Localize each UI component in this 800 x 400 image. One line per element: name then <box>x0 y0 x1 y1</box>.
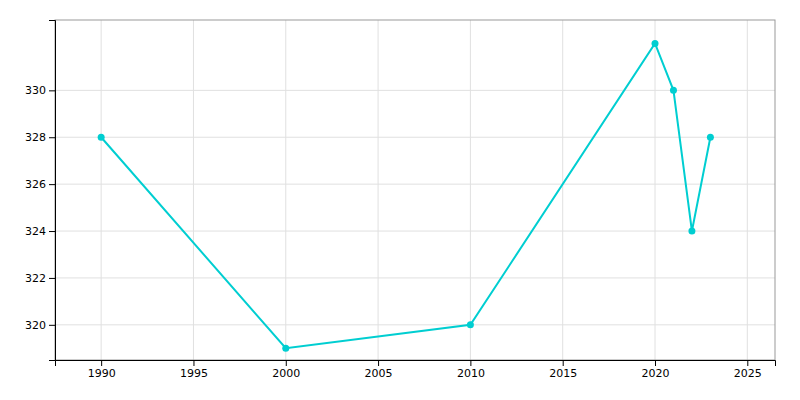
grid <box>55 20 775 360</box>
y-axis: 320 322 324 326 328 330 <box>25 21 56 361</box>
grid-line <box>747 20 748 360</box>
tick-label: 2010 <box>457 367 485 380</box>
tick: 2020 <box>642 360 670 380</box>
tick-mark <box>101 360 102 366</box>
plot-frame <box>55 20 775 360</box>
tick: 2005 <box>365 360 393 380</box>
tick-mark <box>655 360 656 366</box>
tick-mark <box>49 231 55 232</box>
x-axis: 1990 1995 2000 2005 2010 2015 2020 2025 <box>56 360 776 380</box>
grid-line <box>470 20 471 360</box>
tick: 1990 <box>88 360 116 380</box>
grid-line <box>55 90 775 91</box>
grid-line <box>562 20 563 360</box>
grid-line <box>55 184 775 185</box>
tick: 2015 <box>549 360 577 380</box>
tick-label: 2025 <box>734 367 762 380</box>
series <box>98 40 714 352</box>
tick-mark <box>49 90 55 91</box>
tick-label: 322 <box>25 272 46 285</box>
point <box>688 228 695 235</box>
tick-mark <box>49 137 55 138</box>
grid-line <box>55 231 775 232</box>
tick-mark <box>49 184 55 185</box>
grid-line <box>55 137 775 138</box>
grid-line <box>285 20 286 360</box>
tick-mark <box>378 360 379 366</box>
tick-label: 1990 <box>88 367 116 380</box>
tick-label: 328 <box>25 131 46 144</box>
axis-line <box>56 361 776 367</box>
point <box>98 134 105 141</box>
tick-label: 2000 <box>272 367 300 380</box>
tick: 322 <box>25 272 55 285</box>
tick-mark <box>470 360 471 366</box>
tick-mark <box>286 360 287 366</box>
point <box>670 87 677 94</box>
grid-line <box>55 324 775 325</box>
tick: 320 <box>25 319 55 332</box>
tick-label: 2005 <box>365 367 393 380</box>
tick-mark <box>193 360 194 366</box>
tick-mark <box>747 360 748 366</box>
line <box>101 43 710 348</box>
tick-label: 2020 <box>642 367 670 380</box>
plot: 1990199520002005201020152020202532032232… <box>25 20 776 380</box>
tick-mark <box>563 360 564 366</box>
chart: 1990199520002005201020152020202532032232… <box>0 0 800 400</box>
grid-line <box>655 20 656 360</box>
tick: 2000 <box>272 360 300 380</box>
tick-mark <box>49 325 55 326</box>
tick: 1995 <box>180 360 208 380</box>
tick-label: 324 <box>25 225 46 238</box>
tick: 324 <box>25 225 55 238</box>
tick-mark <box>49 278 55 279</box>
point <box>282 345 289 352</box>
tick-label: 1995 <box>180 367 208 380</box>
tick-label: 320 <box>25 319 46 332</box>
grid-line <box>193 20 194 360</box>
point <box>467 321 474 328</box>
tick-label: 326 <box>25 178 46 191</box>
grid-line <box>378 20 379 360</box>
tick: 2010 <box>457 360 485 380</box>
tick: 326 <box>25 178 55 191</box>
tick-label: 330 <box>25 84 46 97</box>
grid-line <box>101 20 102 360</box>
tick: 330 <box>25 84 55 97</box>
grid-line <box>55 277 775 278</box>
tick: 2025 <box>734 360 762 380</box>
point <box>652 40 659 47</box>
axis-line <box>49 21 56 361</box>
tick-label: 2015 <box>549 367 577 380</box>
point <box>707 134 714 141</box>
tick: 328 <box>25 131 55 144</box>
